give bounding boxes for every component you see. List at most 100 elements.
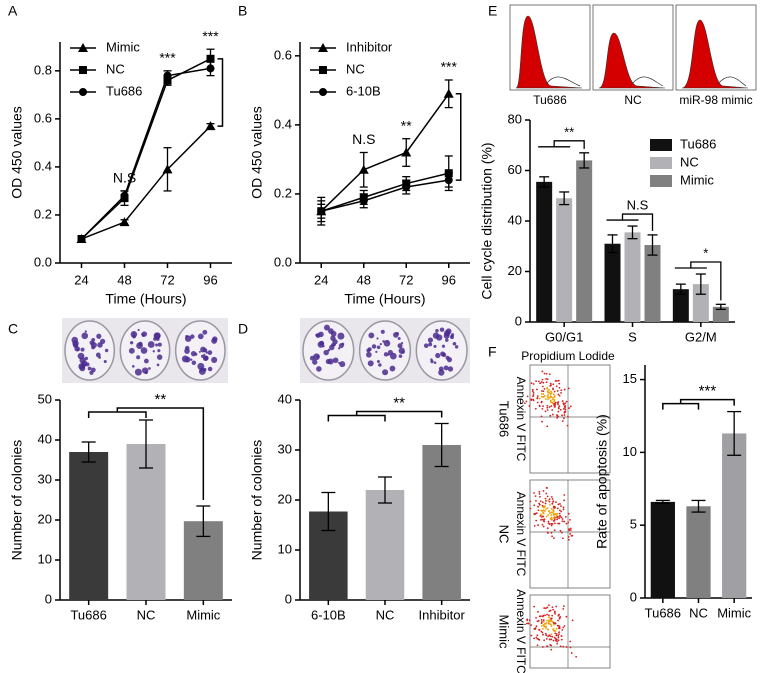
flow-dot — [536, 634, 539, 637]
flow-dot — [541, 408, 544, 410]
flow-dot — [542, 381, 545, 384]
flow-dot — [545, 492, 548, 495]
x-tick-label: Tu686 — [645, 605, 681, 620]
colony — [95, 352, 101, 358]
flow-dot — [547, 520, 550, 523]
x-tick-label: 96 — [203, 272, 217, 287]
flow-dot — [553, 622, 555, 625]
significance: N.S — [627, 197, 649, 212]
error-bar — [647, 234, 658, 256]
flow-dot — [534, 495, 537, 498]
colony — [433, 344, 437, 348]
y-tick-label: 0.6 — [34, 110, 52, 125]
colony — [96, 333, 102, 339]
legend-swatch — [650, 175, 672, 187]
y-tick-label: 0.4 — [34, 158, 52, 173]
colony — [379, 342, 382, 346]
flow-dot — [558, 512, 561, 515]
marker — [317, 207, 326, 216]
flow-dot — [545, 622, 548, 624]
flow-dot — [569, 518, 571, 521]
flow-dot — [561, 420, 564, 423]
flow-dot — [535, 512, 538, 515]
flow-x-label: Propidium Lodide — [521, 349, 615, 363]
colony — [190, 358, 193, 361]
colony — [428, 342, 433, 347]
flow-dot — [557, 393, 560, 396]
error-bar — [655, 499, 670, 504]
y-tick-label: 30 — [38, 471, 52, 486]
flow-dot — [539, 515, 542, 517]
series-line — [80, 58, 211, 240]
flow-dot — [537, 505, 540, 508]
flow-dot — [549, 382, 552, 385]
flow-dot — [565, 400, 568, 403]
flow-dot — [529, 500, 532, 503]
flow-dot — [533, 492, 535, 494]
dish — [415, 320, 468, 381]
flow-dot — [542, 405, 544, 408]
flow-dot — [567, 521, 570, 524]
flow-dot — [555, 514, 558, 517]
y-tick-label: 10 — [38, 551, 52, 566]
colony — [129, 341, 134, 345]
flow-dot — [555, 605, 558, 608]
colony — [104, 348, 109, 353]
colony — [339, 361, 346, 368]
flow-dot — [546, 406, 549, 409]
flow-dot — [550, 390, 552, 393]
colony — [383, 352, 389, 357]
flow-dot — [549, 635, 552, 638]
flow-dot — [565, 522, 568, 525]
flow-dot — [529, 507, 532, 510]
flow-dot — [564, 408, 567, 411]
flow-dot — [546, 495, 549, 498]
significance: *** — [202, 28, 219, 44]
bar — [650, 501, 675, 598]
flow-dot — [547, 621, 550, 624]
colony — [368, 332, 375, 339]
x-tick-label: G2/M — [685, 329, 717, 344]
panel-letter: B — [238, 3, 247, 19]
x-tick-label: NC — [376, 607, 395, 622]
colony — [137, 328, 140, 332]
y-tick-label: 0.8 — [34, 62, 52, 77]
significance: ** — [564, 124, 574, 139]
flow-dot — [563, 408, 565, 410]
series-line — [81, 125, 212, 240]
bar — [422, 445, 461, 600]
flow-dot — [540, 401, 543, 404]
flow-dot — [552, 383, 555, 386]
flow-dot — [559, 514, 561, 517]
flow-dot — [569, 529, 572, 532]
error-bar — [539, 176, 550, 188]
error-bar — [321, 491, 336, 532]
flow-dot — [548, 498, 551, 501]
flow-dot — [542, 646, 544, 648]
error-bar — [434, 422, 449, 468]
flow-dot — [537, 610, 539, 613]
flow-dot — [532, 390, 534, 393]
marker — [444, 176, 453, 185]
flow-dot — [550, 648, 553, 651]
flow-dot — [569, 533, 572, 535]
flow-dot — [553, 390, 556, 393]
flow-dot — [556, 390, 559, 392]
flow-dot — [535, 380, 537, 383]
flow-dot — [554, 637, 557, 640]
flow-dot — [562, 605, 565, 608]
flow-dot — [549, 414, 552, 417]
flow-dot — [557, 403, 559, 406]
flow-dot — [553, 518, 556, 521]
error-bar — [81, 441, 96, 463]
colony — [211, 356, 218, 363]
flow-dot — [550, 524, 553, 527]
flow-dot — [549, 392, 552, 395]
flow-dot — [552, 628, 555, 630]
flow-dot — [546, 386, 549, 389]
flow-dot — [541, 514, 544, 517]
error-bar — [715, 303, 726, 311]
flow-plot — [523, 364, 611, 474]
y-axis-title: Number of colonies — [9, 440, 25, 561]
flow-dot — [562, 626, 565, 629]
